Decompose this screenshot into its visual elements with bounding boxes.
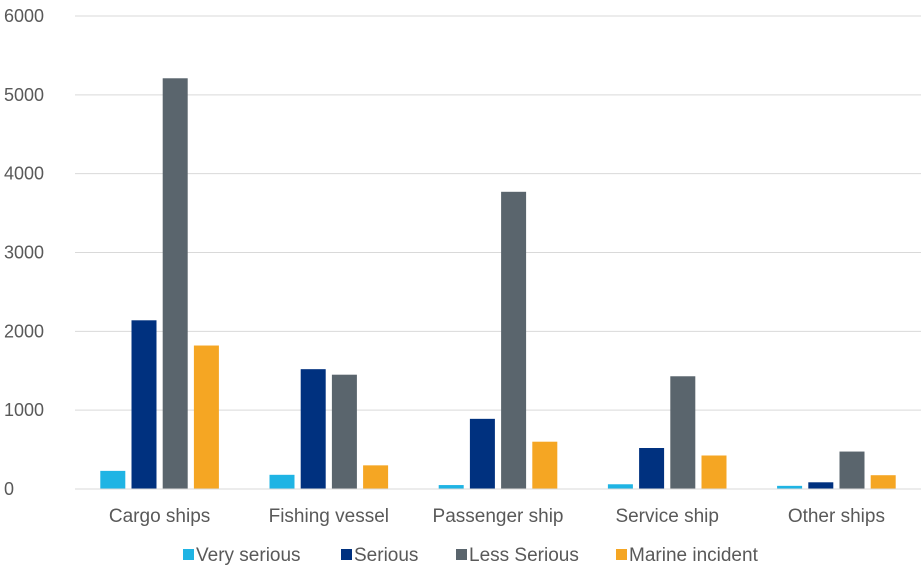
bar-less-serious xyxy=(670,376,696,489)
y-tick-label: 5000 xyxy=(4,85,44,105)
bar-marine-incident xyxy=(532,441,558,489)
bar-marine-incident xyxy=(193,345,219,489)
bar-marine-incident xyxy=(363,465,389,489)
bar-very-serious xyxy=(269,474,295,489)
bar-less-serious xyxy=(162,78,188,490)
legend-swatch xyxy=(341,549,352,560)
x-category-label: Other ships xyxy=(788,506,885,527)
bar-very-serious xyxy=(607,484,633,489)
bar-marine-incident xyxy=(701,455,727,489)
bar-less-serious xyxy=(501,191,527,489)
legend-label: Very serious xyxy=(196,545,301,566)
legend: Very serious Serious Less Serious Marine in… xyxy=(183,545,759,566)
bar-serious xyxy=(639,448,665,489)
legend-label: Marine incident xyxy=(629,545,759,566)
bar-very-serious xyxy=(100,470,126,489)
legend-swatch xyxy=(616,549,627,560)
y-tick-label: 2000 xyxy=(4,321,44,341)
bar-serious xyxy=(300,369,326,489)
legend-swatch xyxy=(456,549,467,560)
x-axis-category-labels: Cargo ships Fishing vessel Passenger ship S… xyxy=(109,506,885,527)
bar-serious xyxy=(469,418,495,489)
y-tick-label: 0 xyxy=(4,479,14,499)
bar-serious xyxy=(808,482,834,489)
y-tick-label: 6000 xyxy=(4,6,44,26)
legend-label: Less Serious xyxy=(469,545,579,566)
y-tick-label: 4000 xyxy=(4,164,44,184)
y-tick-label: 1000 xyxy=(4,400,44,420)
y-axis-tick-labels: 0 1000 2000 3000 4000 5000 6000 xyxy=(4,6,44,499)
bar-serious xyxy=(131,320,157,489)
bars xyxy=(100,78,896,490)
bar-very-serious xyxy=(777,485,803,489)
x-category-label: Cargo ships xyxy=(109,506,210,527)
x-category-label: Passenger ship xyxy=(433,506,564,527)
gridlines xyxy=(75,15,921,411)
bar-less-serious xyxy=(331,374,357,489)
x-category-label: Service ship xyxy=(615,506,719,527)
bar-less-serious xyxy=(839,451,865,489)
legend-swatch xyxy=(183,549,194,560)
y-tick-label: 3000 xyxy=(4,243,44,263)
bar-very-serious xyxy=(438,485,464,489)
legend-label: Serious xyxy=(354,545,418,566)
x-category-label: Fishing vessel xyxy=(269,506,389,527)
bar-marine-incident xyxy=(870,475,896,489)
